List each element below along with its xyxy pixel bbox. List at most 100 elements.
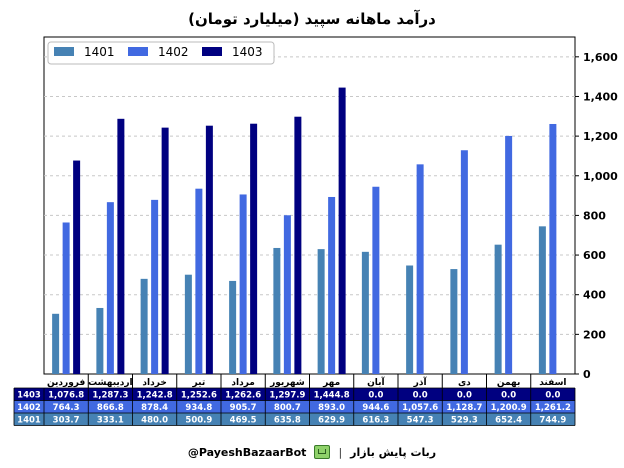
- table-cell: 1,242.8: [137, 391, 173, 401]
- table-cell: 0.0: [368, 391, 383, 401]
- bar-1402: [62, 222, 70, 374]
- bar-1402: [328, 196, 336, 374]
- y-tick-label: 1,600: [583, 51, 618, 64]
- table-cell: 469.5: [230, 416, 257, 426]
- bar-1401: [450, 269, 458, 374]
- table-cell: 1,076.8: [48, 391, 84, 401]
- y-tick-label: 200: [583, 328, 606, 341]
- y-tick-label: 800: [583, 209, 606, 222]
- bar-1402: [549, 123, 557, 374]
- bar-1401: [406, 265, 414, 374]
- y-tick-label: 600: [583, 249, 606, 262]
- x-tick-label: اسفند: [539, 378, 566, 388]
- bar-1402: [239, 194, 247, 374]
- table-cell: 652.4: [495, 416, 522, 426]
- bar-1402: [372, 186, 380, 374]
- table-cell: 1,128.7: [446, 403, 482, 413]
- x-tick-label: خرداد: [142, 378, 166, 388]
- bar-1401: [273, 247, 281, 374]
- table-cell: 934.8: [185, 403, 212, 413]
- bar-1401: [538, 226, 546, 374]
- legend: 1401 1402 1403: [47, 41, 275, 65]
- footer: @PayeshBazaarBot | ربات پایش بازار: [0, 442, 624, 462]
- table-row-header-label: 1401: [17, 416, 41, 426]
- legend-label: 1403: [232, 45, 263, 59]
- chart-title: درآمد ماهانه سپید (میلیارد تومان): [188, 10, 436, 28]
- x-tick-label: دی: [458, 378, 471, 388]
- bar-1402: [460, 150, 468, 374]
- table-cell: 500.9: [185, 416, 212, 426]
- table-cell: 333.1: [97, 416, 124, 426]
- bar-1403: [250, 123, 258, 374]
- table-cell: 616.3: [362, 416, 389, 426]
- bar-1402: [505, 135, 513, 374]
- table-cell: 1,252.6: [181, 391, 217, 401]
- legend-label: 1401: [84, 45, 115, 59]
- bar-1403: [338, 87, 346, 374]
- bar-1401: [229, 280, 237, 374]
- x-tick-label: آبان: [367, 376, 385, 388]
- plot-frame: [43, 36, 576, 375]
- table-cell: 1,262.6: [225, 391, 261, 401]
- legend-swatch: [128, 47, 148, 56]
- table-cell: 905.7: [230, 403, 257, 413]
- bar-1403: [205, 125, 213, 375]
- table-cell: 0.0: [457, 391, 472, 401]
- x-tick-label: بهمن: [497, 378, 520, 388]
- y-tick-label: 0: [583, 368, 591, 381]
- table-cell: 1,200.9: [491, 403, 527, 413]
- table-cell: 635.8: [274, 416, 301, 426]
- x-tick-label: فروردین: [47, 378, 85, 388]
- bar-1403: [73, 160, 81, 374]
- table-cell: 303.7: [53, 416, 80, 426]
- bar-1401: [52, 313, 60, 374]
- chart-area: 0 200 400 600 800 1,000 1,200 1,400 1,600 فروردین…: [13, 36, 618, 426]
- table-cell: 1,287.3: [92, 391, 128, 401]
- legend-swatch: [202, 47, 222, 56]
- table-cell: 944.6: [362, 403, 389, 413]
- table-cell: 800.7: [274, 403, 301, 413]
- table-cell: 744.9: [539, 416, 566, 426]
- y-tick-label: 400: [583, 289, 606, 302]
- bar-1401: [184, 274, 192, 374]
- table-cell: 1,444.8: [314, 391, 350, 401]
- table-cell: 1,297.9: [269, 391, 305, 401]
- bar-1401: [96, 307, 104, 374]
- table-cell: 893.0: [318, 403, 345, 413]
- table-cell: 529.3: [451, 416, 478, 426]
- legend-swatch: [54, 47, 74, 56]
- y-tick-label: 1,200: [583, 130, 618, 143]
- table-cell: 547.3: [407, 416, 434, 426]
- bot-name: ربات پایش بازار: [350, 445, 437, 459]
- bar-1403: [294, 116, 302, 374]
- table-cell: 0.0: [545, 391, 560, 401]
- table-row-header-1403: [14, 388, 44, 401]
- x-tick-label: مهر: [322, 378, 340, 388]
- x-tick-label: اردیبهشت: [88, 378, 133, 388]
- bar-1403: [161, 127, 169, 374]
- bar-1402: [106, 202, 114, 374]
- table-cell: 764.3: [53, 403, 80, 413]
- footer-separator: |: [338, 445, 343, 459]
- x-tick-label: شهریور: [269, 378, 305, 388]
- table-cell: 0.0: [413, 391, 428, 401]
- table-row-header-label: 1403: [17, 391, 41, 401]
- bar-1402: [151, 199, 159, 374]
- bar-1402: [416, 164, 424, 374]
- table-cell: 0.0: [501, 391, 516, 401]
- legend-label: 1402: [158, 45, 189, 59]
- table-cell: 1,057.6: [402, 403, 438, 413]
- bot-monitor-icon: [314, 445, 331, 459]
- y-tick-label: 1,400: [583, 90, 618, 103]
- y-tick-label: 1,000: [583, 170, 618, 183]
- telegram-handle[interactable]: @PayeshBazaarBot: [187, 445, 307, 459]
- table-row-header-1402: [14, 400, 44, 413]
- x-tick-label: آذر: [413, 376, 428, 388]
- bar-1403: [117, 118, 125, 374]
- bar-1402: [283, 215, 291, 374]
- bar-1401: [361, 251, 369, 374]
- table-row-header-1401: [14, 413, 44, 426]
- x-tick-label: مرداد: [231, 378, 255, 388]
- bar-1402: [195, 188, 203, 374]
- bar-1401: [317, 249, 325, 374]
